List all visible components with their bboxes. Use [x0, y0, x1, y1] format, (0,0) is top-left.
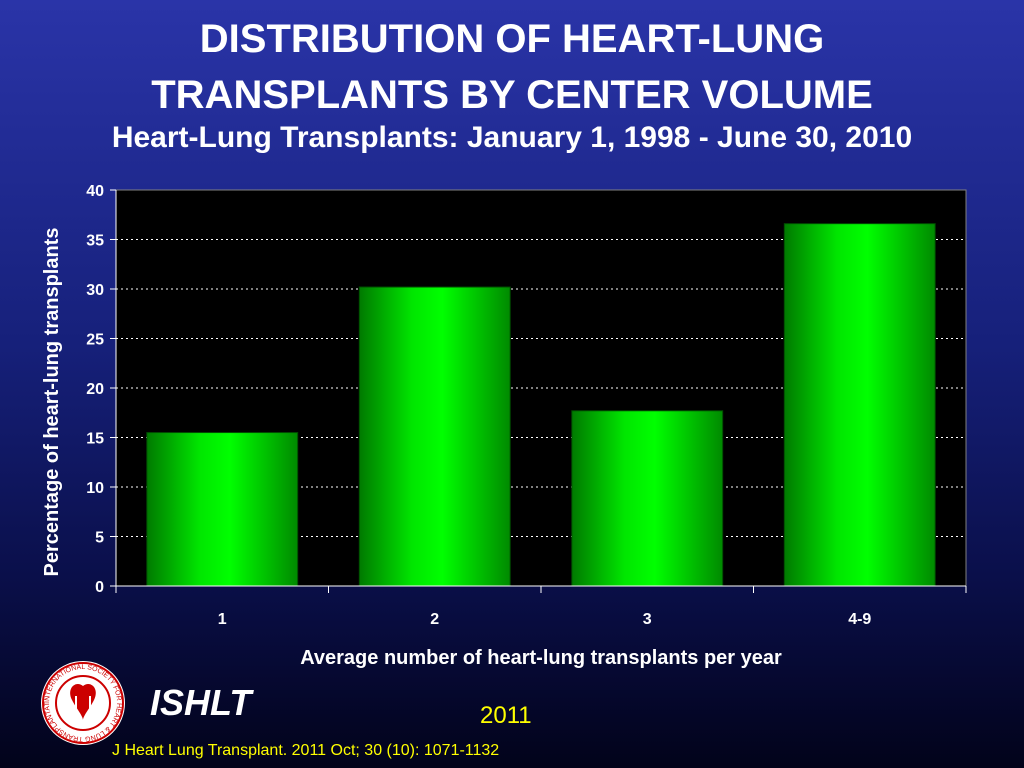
bar-4-9 [783, 223, 936, 587]
y-tick-label: 0 [95, 579, 104, 596]
bar-1 [146, 432, 299, 587]
x-tick-label: 3 [643, 611, 652, 628]
footer-citation: J Heart Lung Transplant. 2011 Oct; 30 (1… [112, 742, 500, 759]
bar-2 [358, 286, 511, 587]
bar-3 [571, 410, 724, 587]
bar-chart: 0 5 10 15 20 25 30 35 40 1 2 3 4-9 Average number of… [41, 183, 967, 669]
x-tick-label: 4-9 [848, 611, 871, 628]
y-axis-title: Percentage of heart-lung transplants [41, 228, 63, 577]
ishlt-wordmark: ISHLT [150, 682, 252, 723]
x-axis-title: Average number of heart-lung transplants… [300, 647, 782, 669]
x-tick-label: 1 [218, 611, 227, 628]
y-tick-label: 5 [95, 530, 104, 547]
y-tick-label: 30 [86, 282, 104, 299]
y-tick-label: 40 [86, 183, 104, 200]
y-tick-label: 35 [86, 233, 104, 250]
y-tick-label: 25 [86, 332, 104, 349]
y-tick-label: 20 [86, 381, 104, 398]
footer-year: 2011 [480, 702, 532, 729]
ishlt-seal-logo: INTERNATIONAL SOCIETY FOR HEART & LUNG T… [40, 660, 125, 745]
y-tick-label: 15 [86, 431, 104, 448]
y-tick-label: 10 [86, 480, 104, 497]
chart-title-line-2: TRANSPLANTS BY CENTER VOLUME [151, 73, 873, 117]
x-tick-label: 2 [430, 611, 439, 628]
chart-subtitle: Heart-Lung Transplants: January 1, 1998 … [111, 121, 913, 154]
chart-title-line-1: DISTRIBUTION OF HEART-LUNG [199, 17, 825, 61]
